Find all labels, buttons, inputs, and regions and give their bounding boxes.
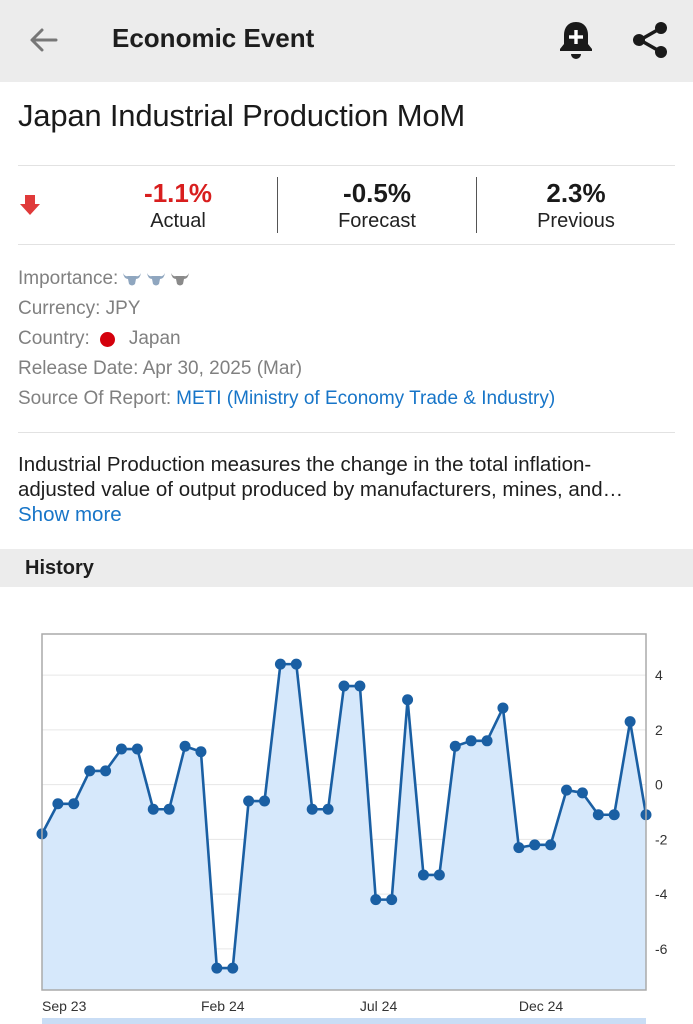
data-point [68,798,80,810]
source-label: Source Of Report: [18,388,172,409]
data-point [52,798,64,810]
data-point [433,869,445,881]
forecast-value: -0.5% [343,178,411,208]
actual-value: -1.1% [144,178,212,208]
event-description: Industrial Production measures the chang… [18,452,668,527]
japan-flag-icon [99,331,115,347]
previous-label: Previous [537,210,615,232]
data-point [497,702,509,714]
data-point [624,716,636,728]
data-point [513,842,525,854]
source-row: Source Of Report: METI (Ministry of Econ… [18,384,555,414]
data-point [465,735,477,747]
data-point [545,839,557,851]
data-point [306,803,318,815]
x-tick-label: Dec 24 [519,998,564,1014]
y-tick-label: -6 [655,941,668,957]
event-details: Importance: Currency: JPY Country: Japan… [18,264,555,414]
history-section-header: History [0,549,693,587]
data-point [131,743,143,755]
data-point [84,765,96,777]
y-tick-label: -4 [655,886,668,902]
plot-border [41,633,647,991]
data-point [608,809,620,821]
data-point [370,894,382,906]
next-chart-edge [42,1018,646,1024]
data-point [338,680,350,692]
screen-title: Economic Event [112,23,315,53]
data-point [147,803,159,815]
data-point [481,735,493,747]
event-title: Japan Industrial Production MoM [18,98,465,133]
arrow-left-icon[interactable] [26,22,62,58]
history-label: History [25,557,94,579]
divider [18,165,675,166]
source-link[interactable]: METI (Ministry of Economy Trade & Indust… [176,388,556,409]
data-point [576,787,588,799]
data-point [227,962,239,974]
data-point [115,743,127,755]
y-tick-label: 4 [655,667,663,683]
currency-row: Currency: JPY [18,298,141,319]
area-fill [42,664,646,990]
actual-label: Actual [150,210,206,232]
data-point [561,784,573,796]
data-point [322,803,334,815]
history-chart-svg: 4 2 0 -2 -4 -6 Sep 23 Feb 24 Jul 24 Dec 24 [36,633,668,1024]
app-bar: Economic Event [0,0,693,82]
arrow-down-icon [20,195,40,215]
release-date-row: Release Date: Apr 30, 2025 (Mar) [18,358,303,379]
description-text: Industrial Production measures the chang… [18,453,624,501]
importance-rating [122,271,190,287]
forecast-stat: -0.5% Forecast [278,178,476,233]
previous-value: 2.3% [546,178,606,208]
y-tick-label: -2 [655,831,668,847]
country-label: Country: [18,328,90,349]
data-point [529,839,541,851]
history-chart[interactable]: 4 2 0 -2 -4 -6 Sep 23 Feb 24 Jul 24 Dec 24 [0,598,693,1024]
country-value: Japan [128,328,181,349]
data-point [195,746,207,758]
x-tick-label: Jul 24 [360,998,398,1014]
data-point [449,740,461,752]
importance-row: Importance: [18,264,555,294]
actual-stat: -1.1% Actual [79,178,277,233]
data-point [259,795,271,807]
divider [277,177,278,233]
data-point [211,962,223,974]
event-stats: -1.1% Actual -0.5% Forecast 2.3% Previou… [0,166,693,244]
share-icon[interactable] [630,20,670,60]
data-point [417,869,429,881]
bull-icon [123,273,142,286]
divider [476,177,477,233]
y-tick-label: 0 [655,777,663,793]
data-point [592,809,604,821]
data-point [354,680,366,692]
bull-icon [171,273,190,286]
data-point [274,658,286,670]
data-point [402,694,414,706]
divider [18,432,675,433]
bell-plus-icon[interactable] [555,18,597,62]
data-point [179,740,191,752]
y-tick-label: 2 [655,722,663,738]
country-row: Country: Japan [18,324,555,354]
x-tick-label: Sep 23 [42,998,87,1014]
bull-icon [147,273,166,286]
previous-stat: 2.3% Previous [477,178,675,233]
data-point [100,765,112,777]
x-tick-label: Feb 24 [201,998,245,1014]
forecast-label: Forecast [338,210,416,232]
data-point [290,658,302,670]
data-point [386,894,398,906]
show-more-link[interactable]: Show more [18,503,122,526]
data-point [163,803,175,815]
data-point [243,795,255,807]
importance-label: Importance: [18,268,119,289]
divider [18,244,675,245]
